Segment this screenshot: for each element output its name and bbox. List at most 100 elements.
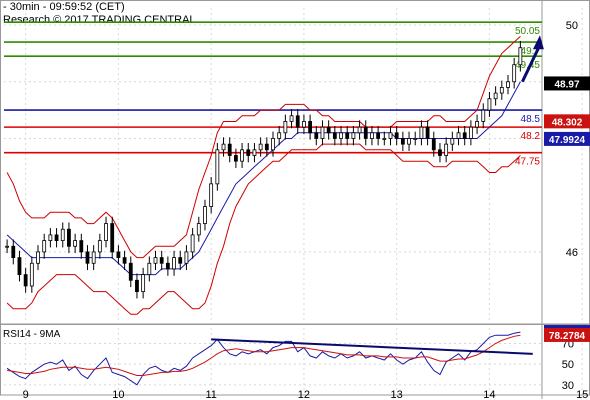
rsi-title: RSI14 - 9MA [3,329,61,340]
target-arrow-shaft [521,46,541,83]
x-tick-label: 12 [298,389,310,400]
candle-body [487,98,492,111]
candle-body [376,132,381,139]
candle-body [203,206,207,224]
candle-body [468,126,473,139]
candle-body [221,143,226,151]
candle-body [36,251,40,264]
copyright-label: Research © 2017 TRADING CENTRAL [3,14,196,26]
candle-body [122,257,127,264]
bollinger-upper-line [6,36,521,259]
candle-body [518,47,523,66]
candle-body [5,245,9,248]
candle-body [67,228,71,247]
candle-body [42,240,47,253]
candle-body [116,251,121,259]
value-tag-label: 48.97 [554,79,579,90]
candle-body [153,257,158,264]
candle-body [141,274,146,293]
candle-body [17,257,22,276]
main-panel: 50.05 49.7 49.45 48.5 48.2 47.75 [4,21,544,315]
x-tick-label: 15 [576,389,588,400]
bollinger-lower-line [6,143,521,315]
x-tick-label: 9 [23,389,29,400]
candle-body [178,257,183,264]
candle-body [450,138,455,145]
candle-body [240,149,244,162]
candle-body [60,228,65,241]
candle-body [431,138,436,151]
candle-body [438,149,442,156]
axes: 91011121314154648495030507048.9748.30247… [23,20,590,400]
candle-body [314,132,319,139]
candle-body [172,257,176,270]
candle-body [196,223,201,236]
candle-body [351,132,356,139]
candle-body [339,132,343,139]
candle-body [264,143,269,151]
value-tag-label: 47.9924 [549,135,586,146]
candle-body [419,126,424,139]
candle-body [388,132,393,139]
timeframe-label: - 30min - 09:59:52 (CET) [3,1,125,13]
candle-body [302,121,306,128]
candle-body [110,223,115,253]
candle-body [271,138,275,151]
rsi-y-tick-label: 30 [562,380,574,392]
candle-body [233,155,238,162]
candle-body [506,81,510,88]
candle-body [308,121,313,134]
x-tick-label: 11 [205,389,216,400]
candle-body [190,234,195,253]
candle-body [11,245,16,259]
candle-body [128,262,133,281]
candle-body [165,262,170,270]
candle-body [209,183,214,207]
candle-body [289,115,294,122]
candle-body [326,126,331,134]
y-tick-label: 46 [566,247,578,259]
level-label: 48.2 [521,131,541,142]
candle-body [135,279,139,293]
candle-body [23,274,28,287]
candle-body [252,149,257,156]
candle-body [159,257,164,264]
candle-body [79,240,84,253]
candle-body [456,132,461,139]
rsi-panel: RSI14 - 9MA [3,329,533,386]
candle-body [246,149,251,156]
x-tick-label: 13 [391,389,403,400]
value-tag [544,327,590,342]
value-tag-label: 78.2784 [549,331,586,342]
candle-body [283,121,288,134]
rsi-y-tick-label: 50 [562,359,574,371]
candle-body [85,251,90,264]
candle-body [370,132,374,139]
x-tick-label: 14 [483,389,495,400]
value-tag [544,131,590,146]
candle-body [184,251,189,264]
candle-body [394,132,399,139]
candle-body [215,149,220,185]
candle-body [91,251,96,264]
candle-body [73,240,78,247]
candle-body [97,240,102,253]
rsi-ma-line [7,334,521,376]
level-label: 49.45 [515,60,540,71]
level-label: 50.05 [515,26,540,37]
candle-body [382,138,387,140]
candle-body [400,138,405,145]
candle-body [481,109,486,122]
candle-body [493,92,498,100]
candle-body [29,262,34,287]
rsi-trendline [211,338,533,355]
value-tag [544,76,590,91]
candle-body [345,132,350,139]
candle-body [277,132,282,139]
rsi-line [6,331,521,386]
candle-body [425,126,430,139]
candle-body [363,126,368,139]
level-label: 47.75 [515,157,540,168]
